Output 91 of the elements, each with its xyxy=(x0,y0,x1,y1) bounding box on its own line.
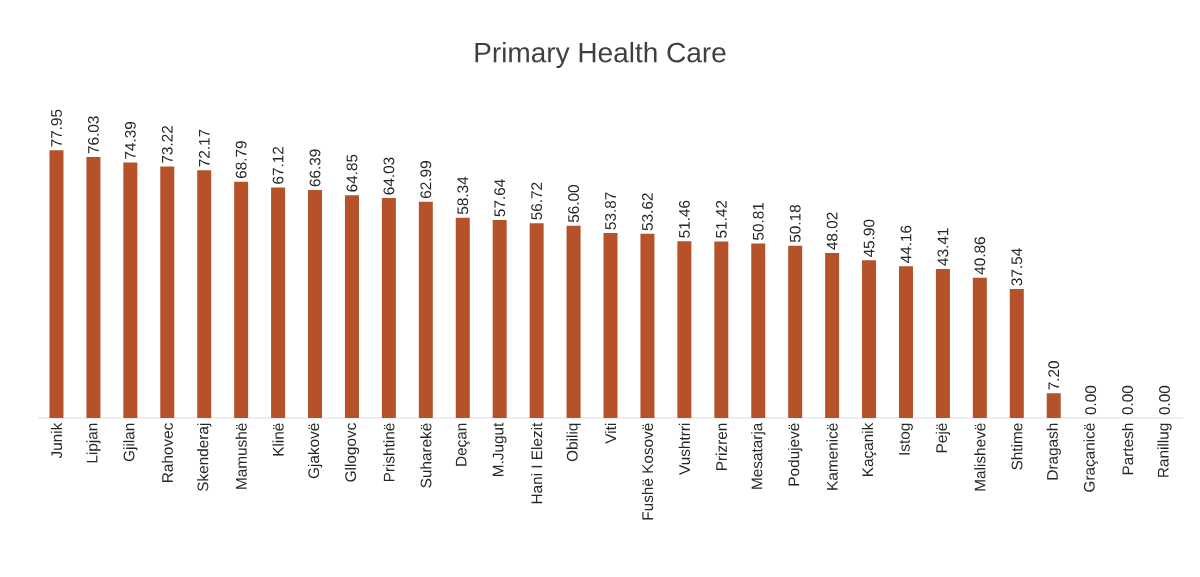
x-tick-label: Istog xyxy=(899,423,913,455)
x-tick-label: Klinë xyxy=(272,423,284,456)
x-tick-label: Gjakovë xyxy=(307,423,323,479)
x-tick-label: Prizren xyxy=(715,423,727,471)
x-tick-label: Kaçanik xyxy=(861,422,877,476)
bar xyxy=(640,233,655,418)
bar xyxy=(418,201,433,418)
bar xyxy=(862,260,877,418)
data-label: 62.99 xyxy=(420,161,432,198)
data-label: 64.85 xyxy=(346,154,358,192)
bar xyxy=(308,190,323,418)
data-label: 74.39 xyxy=(124,121,136,159)
data-label: 76.03 xyxy=(87,116,99,154)
x-tick-label: Kamenicë xyxy=(826,423,838,490)
data-label: 0.00 xyxy=(1159,385,1170,415)
chart-title: Primary Health Care xyxy=(475,41,726,69)
data-label: 43.41 xyxy=(937,228,949,266)
x-tick-label: Gllogovc xyxy=(344,423,360,482)
x-tick-label: Podujevë xyxy=(788,423,803,486)
bar xyxy=(529,223,544,418)
bar xyxy=(935,268,950,418)
bar xyxy=(271,187,286,418)
x-tick-label: M.Jugut xyxy=(492,422,507,476)
bar xyxy=(381,198,396,418)
data-label: 73.22 xyxy=(161,126,173,163)
data-label: 58.34 xyxy=(457,176,469,215)
bar xyxy=(972,277,987,418)
bar xyxy=(455,217,470,418)
x-tick-label: Vushtrri xyxy=(678,423,690,475)
data-label: 66.39 xyxy=(309,149,321,187)
bar xyxy=(751,243,766,418)
bar xyxy=(566,225,581,418)
x-tick-label: Partesh xyxy=(1121,423,1134,475)
x-tick-label: Ranillug xyxy=(1157,423,1172,477)
data-label: 40.86 xyxy=(974,237,986,275)
data-label: 44.16 xyxy=(900,225,912,264)
x-tick-label: Fushë Kosovë xyxy=(641,423,654,520)
data-label: 68.79 xyxy=(235,141,247,179)
data-label: 51.42 xyxy=(715,200,727,238)
bar xyxy=(492,220,507,418)
bar xyxy=(788,245,803,418)
bar xyxy=(825,253,840,418)
x-tick-label: Lipjan xyxy=(86,423,101,463)
data-label: 7.20 xyxy=(1048,361,1060,390)
bar xyxy=(1046,393,1061,418)
data-label: 77.95 xyxy=(51,109,62,147)
data-label: 72.17 xyxy=(198,129,210,167)
bar xyxy=(160,166,175,418)
data-label: 64.03 xyxy=(383,157,395,195)
bar xyxy=(898,266,913,418)
data-label: 51.46 xyxy=(678,200,690,238)
x-tick-label: Malishevë xyxy=(974,423,986,491)
bar xyxy=(234,181,249,418)
x-tick-label: Obiliq xyxy=(566,423,581,462)
x-tick-label: Dragash xyxy=(1046,423,1061,480)
data-label: 53.62 xyxy=(642,193,653,231)
bar xyxy=(86,156,101,418)
data-label: 56.00 xyxy=(568,184,579,223)
bar xyxy=(714,241,729,418)
data-label: 37.54 xyxy=(1011,248,1023,286)
x-tick-label: Prishtinë xyxy=(383,423,395,482)
x-tick-label: Deçan xyxy=(455,423,470,466)
x-tick-label: Junik xyxy=(50,422,63,459)
x-tick-label: Viti xyxy=(604,423,617,444)
x-tick-label: Graçanicë xyxy=(1083,423,1098,492)
data-label: 0.00 xyxy=(1122,385,1134,415)
x-tick-label: Pejë xyxy=(935,423,951,453)
x-tick-label: Rahovec xyxy=(161,423,173,482)
data-label: 56.72 xyxy=(531,182,543,220)
x-tick-label: Mamushë xyxy=(235,423,247,489)
data-label: 50.81 xyxy=(752,202,764,240)
data-label: 67.12 xyxy=(272,146,284,184)
x-tick-label: Hani I Elezit xyxy=(531,422,543,504)
bar xyxy=(344,195,359,418)
data-label: 50.18 xyxy=(789,205,801,243)
data-label: 45.90 xyxy=(863,219,875,258)
bar xyxy=(677,241,692,418)
bar xyxy=(1009,289,1024,418)
x-tick-label: Gjilan xyxy=(123,423,138,462)
x-tick-label: Suharekë xyxy=(420,423,432,488)
data-label: 48.02 xyxy=(826,212,838,250)
bar xyxy=(123,162,138,418)
bar xyxy=(603,233,618,418)
x-tick-label: Shtime xyxy=(1011,423,1023,470)
x-tick-label: Skenderaj xyxy=(197,423,212,492)
x-tick-label: Mesatarja xyxy=(751,422,766,489)
bar xyxy=(197,170,212,418)
data-label: 53.87 xyxy=(605,192,616,230)
data-label: 0.00 xyxy=(1085,385,1097,415)
data-label: 57.64 xyxy=(494,179,506,217)
bar xyxy=(49,150,64,418)
